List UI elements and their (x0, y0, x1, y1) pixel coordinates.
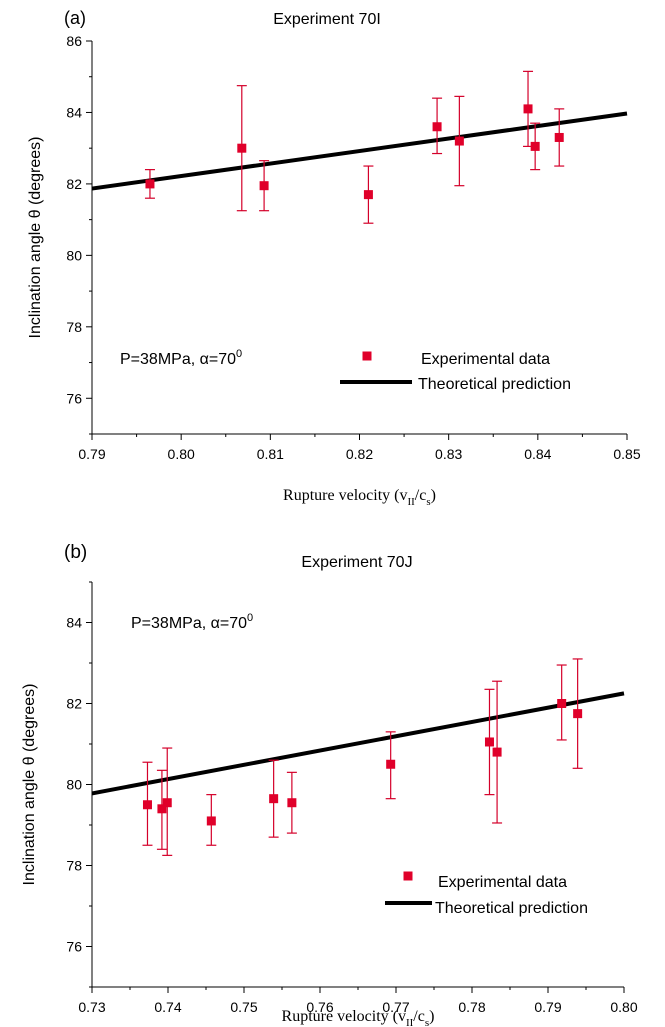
legend-label-theoretical: Theoretical prediction (418, 376, 571, 393)
legend-marker-swatch (362, 351, 372, 361)
x-tick-label: 0.78 (458, 999, 485, 1015)
x-tick-label: 0.73 (78, 999, 105, 1015)
panel-label: (b) (64, 542, 87, 563)
y-tick-label: 76 (66, 390, 82, 406)
x-axis-label-mid: /c (415, 487, 427, 504)
data-point (259, 181, 269, 191)
chart-title: Experiment 70I (273, 11, 381, 28)
chart-title: Experiment 70J (301, 554, 412, 571)
x-axis-label-sub: II (407, 496, 415, 508)
y-tick-label: 78 (66, 319, 82, 335)
y-tick-label: 80 (66, 247, 82, 263)
data-point (142, 800, 152, 810)
y-axis-label: Inclination angle θ (degrees) (21, 684, 38, 886)
data-point (530, 141, 540, 151)
x-tick-label: 0.79 (534, 999, 561, 1015)
data-point (557, 699, 567, 708)
y-tick-label: 84 (66, 104, 82, 120)
y-tick-label: 82 (66, 176, 82, 192)
x-tick-label: 0.76 (306, 999, 333, 1015)
data-point (162, 798, 172, 808)
data-point (157, 804, 167, 814)
x-tick-label: 0.74 (154, 999, 181, 1015)
data-point (454, 136, 464, 146)
x-axis-label: Rupture velocity (vII/cs) (282, 1008, 435, 1027)
x-tick-label: 0.85 (613, 446, 640, 462)
data-point (206, 816, 216, 826)
y-tick-label: 80 (66, 777, 82, 793)
legend-marker-swatch (403, 871, 413, 881)
x-axis-label-mid: /c (413, 1008, 425, 1025)
x-tick-label: 0.84 (524, 446, 551, 462)
data-point (363, 190, 373, 200)
legend-label-experimental: Experimental data (421, 351, 550, 368)
annotation-sup: 0 (247, 612, 253, 624)
annotation-text: P=38MPa, α=70 (131, 615, 247, 632)
x-tick-label: 0.79 (78, 446, 105, 462)
data-point (237, 143, 247, 153)
y-tick-label: 86 (66, 33, 82, 49)
x-axis-label-end: ) (431, 487, 436, 504)
annotation-sup: 0 (236, 348, 242, 360)
x-axis-label: Rupture velocity (vII/cs) (283, 487, 436, 508)
data-point (269, 794, 279, 804)
x-axis-label-main: Rupture velocity (v (282, 1008, 406, 1025)
x-tick-label: 0.80 (168, 446, 195, 462)
annotation-text: P=38MPa, α=70 (120, 351, 236, 368)
y-tick-label: 84 (66, 615, 82, 631)
x-tick-label: 0.80 (610, 999, 637, 1015)
data-point (484, 737, 494, 747)
chart-panel-b: 0.73 0.74 0.75 0.76 0.77 0.78 0.79 0.80 76 78 80 82… (21, 542, 638, 1027)
x-tick-label: 0.77 (382, 999, 409, 1015)
x-tick-label: 0.83 (435, 446, 462, 462)
legend-label-experimental: Experimental data (438, 874, 567, 891)
data-point (573, 709, 583, 719)
theoretical-prediction-line (91, 111, 628, 191)
y-tick-label: 82 (66, 696, 82, 712)
y-tick-label: 78 (66, 858, 82, 874)
x-axis-label-end: ) (429, 1008, 434, 1025)
y-tick-label: 76 (66, 939, 82, 955)
annotation: P=38MPa, α=700 (120, 348, 242, 368)
data-point (287, 798, 297, 808)
data-point (554, 132, 564, 142)
legend-label-theoretical: Theoretical prediction (435, 900, 588, 917)
panel-label: (a) (64, 8, 86, 28)
x-axis-label-main: Rupture velocity (v (283, 487, 407, 504)
data-point (523, 104, 533, 114)
chart-panel-a: 0.79 0.80 0.81 0.82 0.83 0.84 0.85 76 78 80 82 84 86… (27, 8, 641, 508)
x-tick-label: 0.75 (230, 999, 257, 1015)
y-axis-label: Inclination angle θ (degrees) (27, 137, 44, 339)
data-point (145, 179, 155, 189)
x-axis-label-sub: II (406, 1017, 414, 1027)
annotation: P=38MPa, α=700 (131, 612, 253, 632)
x-tick-label: 0.81 (257, 446, 284, 462)
x-axis-label-sub: s (425, 1017, 429, 1027)
x-axis-label-sub: s (426, 496, 430, 508)
data-point (492, 747, 502, 757)
data-point (386, 759, 396, 769)
x-tick-label: 0.82 (346, 446, 373, 462)
data-point (432, 122, 442, 132)
theoretical-prediction-line (91, 691, 625, 796)
